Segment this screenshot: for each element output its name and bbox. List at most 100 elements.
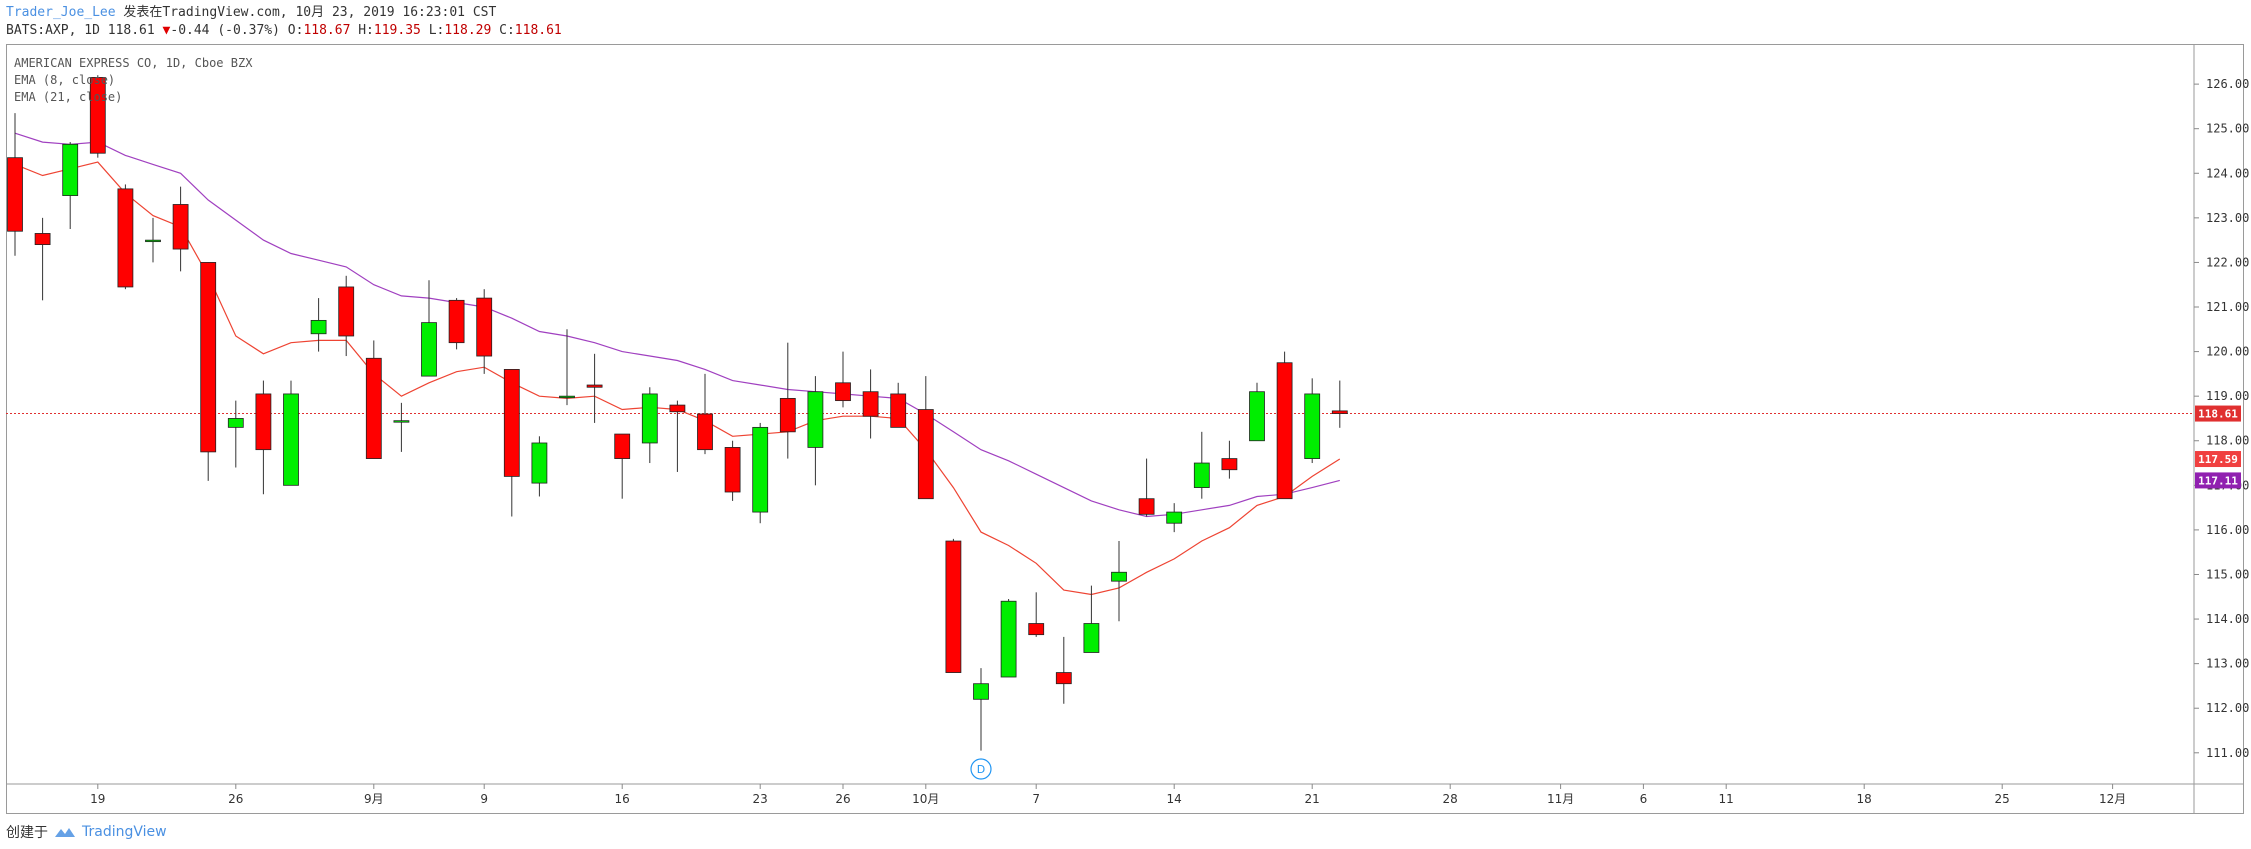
candle-body[interactable] [227,418,244,428]
y-tick-label: 121.00 [2206,300,2249,314]
candle-body[interactable] [89,77,106,154]
y-tick-label: 112.00 [2206,701,2249,715]
candle-body[interactable] [421,322,437,377]
tradingview-brand-link[interactable]: TradingView [82,824,167,840]
candle-body[interactable] [917,409,934,500]
created-with-label: 创建于 [6,825,48,841]
x-tick-label: 9 [480,792,488,806]
x-tick-label: 10月 [912,792,939,806]
y-tick-label: 122.00 [2206,255,2249,269]
legend-ema21[interactable]: EMA (21, close) [14,90,123,104]
x-tick-label: 11 [1719,792,1734,806]
chart-header: Trader_Joe_Lee 发表在TradingView.com, 10月 2… [6,4,562,40]
price-change: -0.44 (-0.37%) [170,23,280,38]
low-label: L: [428,23,445,38]
x-tick-label: 23 [753,792,768,806]
x-tick-label: 12月 [2099,792,2126,806]
candle-body[interactable] [1055,672,1072,685]
candle-body[interactable] [338,286,355,337]
candle-body[interactable] [7,157,23,232]
x-tick-label: 19 [90,792,105,806]
candle-body[interactable] [1249,391,1265,442]
candle-body[interactable] [448,299,465,344]
candle-body[interactable] [614,433,631,459]
y-tick-label: 120.00 [2206,345,2249,359]
ema21-line [14,132,1340,518]
dividend-marker-label: D [977,763,985,776]
candle-body[interactable] [172,204,189,250]
candle-body[interactable] [890,393,907,428]
x-tick-label: 18 [1857,792,1872,806]
candle-body[interactable] [586,384,603,388]
candle-body[interactable] [669,404,686,413]
tradingview-logo-icon [55,828,75,837]
candle-body[interactable] [945,540,962,673]
open-value: 118.67 [303,23,351,38]
candle-body[interactable] [559,395,575,399]
candle-body[interactable] [1304,393,1321,459]
footer: 创建于 TradingView [6,822,167,842]
candle-body[interactable] [1193,462,1210,488]
candle-body[interactable] [1331,410,1348,414]
candle-body[interactable] [117,188,134,288]
y-tick-label: 114.00 [2206,612,2249,626]
ema8-price-tag-bg [2195,451,2241,468]
candle-body[interactable] [973,683,989,700]
x-tick-label: 26 [835,792,850,806]
candle-body[interactable] [1028,623,1045,636]
legend-title: AMERICAN EXPRESS CO, 1D, Cboe BZX [14,56,253,70]
low-value: 118.29 [444,23,492,38]
x-tick-label: 25 [1995,792,2010,806]
author-link[interactable]: Trader_Joe_Lee [6,5,116,20]
candle-body[interactable] [1276,362,1293,500]
x-tick-label: 26 [228,792,243,806]
candle-body[interactable] [752,426,769,513]
x-tick-label: 7 [1032,792,1040,806]
y-tick-label: 115.00 [2206,567,2249,581]
x-tick-label: 28 [1443,792,1458,806]
x-tick-label: 9月 [364,792,384,806]
ema8-price-tag: 117.59 [2198,453,2238,466]
candle-body[interactable] [1083,623,1100,653]
legend-ema8[interactable]: EMA (8, close) [14,73,116,87]
candle-body[interactable] [62,143,79,196]
candle-body[interactable] [1138,498,1155,515]
candle-body[interactable] [310,319,327,335]
x-tick-label: 16 [615,792,630,806]
candle-body[interactable] [807,391,824,448]
candle-body[interactable] [835,382,851,402]
candle-body[interactable] [697,413,713,451]
candle-body[interactable] [503,369,520,477]
y-tick-label: 113.00 [2206,657,2249,671]
candle-body[interactable] [1166,511,1183,524]
chart-frame[interactable] [6,44,2244,814]
candle-body[interactable] [1111,571,1127,582]
candle-body[interactable] [1000,600,1017,678]
candle-body[interactable] [200,262,217,453]
symbol-info: BATS:AXP, 1D 118.61 [6,23,155,38]
candle-body[interactable] [145,239,161,243]
candle-body[interactable] [255,393,272,451]
open-label: O: [287,23,304,38]
candle-body[interactable] [641,393,658,444]
x-tick-label: 14 [1167,792,1182,806]
down-arrow-icon: ▼ [162,23,171,38]
candle-body[interactable] [476,297,493,357]
close-value: 118.61 [514,23,562,38]
candle-body[interactable] [283,393,299,486]
candle-body[interactable] [724,447,741,493]
ema21-price-tag: 117.11 [2198,474,2238,487]
y-tick-label: 126.00 [2206,77,2249,91]
x-tick-label: 6 [1640,792,1648,806]
candle-body[interactable] [1221,458,1238,471]
dividend-marker-icon[interactable] [970,758,992,780]
high-value: 119.35 [373,23,421,38]
candle-body[interactable] [393,420,410,423]
candle-body[interactable] [862,391,879,417]
candle-body[interactable] [34,233,51,246]
candle-body[interactable] [531,442,548,484]
candle-body[interactable] [365,357,382,459]
candle-body[interactable] [779,397,796,433]
x-tick-label: 21 [1305,792,1320,806]
